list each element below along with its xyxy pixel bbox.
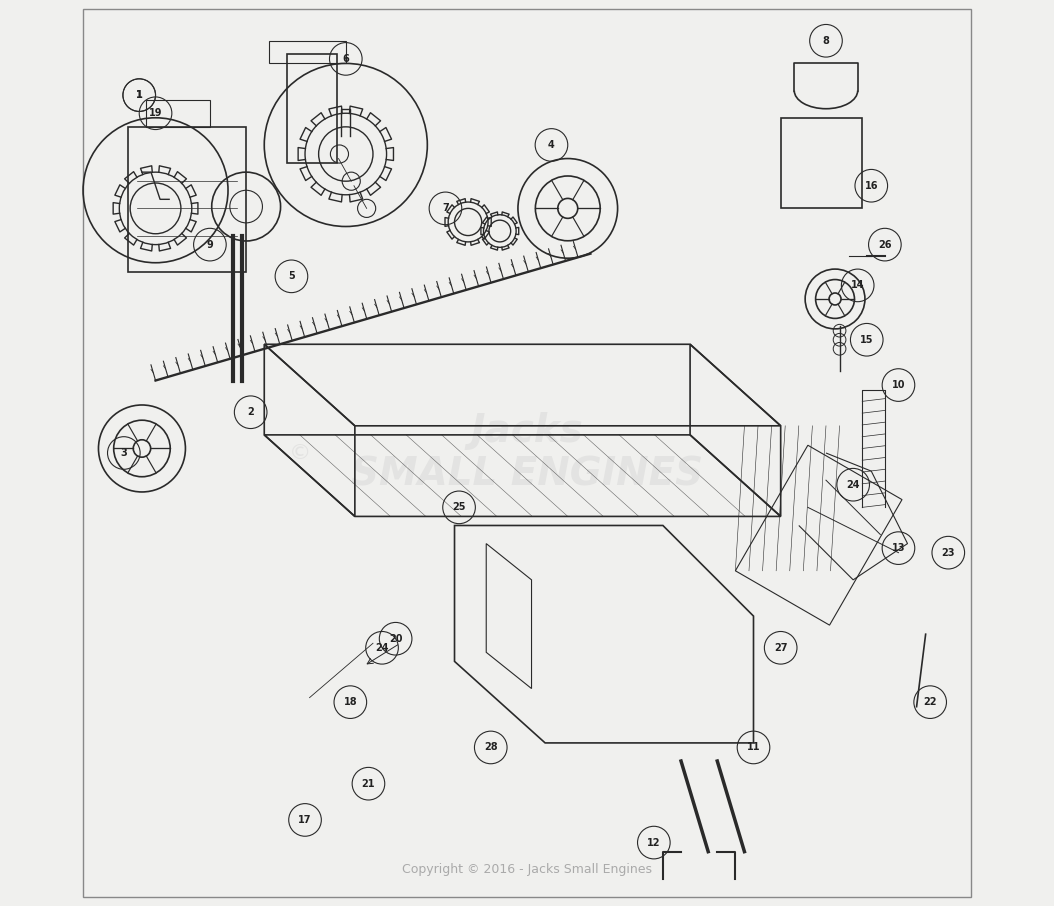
Text: 20: 20	[389, 633, 403, 644]
Text: 13: 13	[892, 543, 905, 554]
Text: ©: ©	[289, 443, 312, 463]
Text: Copyright © 2016 - Jacks Small Engines: Copyright © 2016 - Jacks Small Engines	[402, 863, 652, 876]
Text: 14: 14	[851, 280, 864, 291]
Text: 3: 3	[120, 448, 128, 458]
Text: 26: 26	[878, 239, 892, 250]
Bar	[781, 118, 862, 208]
Text: 2: 2	[248, 407, 254, 418]
Text: 16: 16	[864, 180, 878, 191]
Text: 23: 23	[941, 547, 955, 558]
Text: 21: 21	[362, 778, 375, 789]
Bar	[736, 445, 902, 625]
Text: 15: 15	[860, 334, 874, 345]
Text: 22: 22	[923, 697, 937, 708]
Text: 9: 9	[207, 239, 213, 250]
Text: 10: 10	[892, 380, 905, 390]
Text: 1: 1	[136, 90, 142, 101]
Text: 25: 25	[452, 502, 466, 513]
Text: 17: 17	[298, 814, 312, 825]
Text: 28: 28	[484, 742, 497, 753]
Bar	[269, 41, 346, 63]
Text: 6: 6	[343, 53, 349, 64]
Text: 8: 8	[822, 35, 829, 46]
Text: 19: 19	[149, 108, 162, 119]
Text: 27: 27	[774, 642, 787, 653]
Text: 24: 24	[375, 642, 389, 653]
Text: 5: 5	[288, 271, 295, 282]
Text: 12: 12	[647, 837, 661, 848]
Text: 7: 7	[442, 203, 449, 214]
Text: 11: 11	[746, 742, 760, 753]
Text: Jacks
SMALL ENGINES: Jacks SMALL ENGINES	[351, 412, 703, 494]
Text: 18: 18	[344, 697, 357, 708]
Text: 24: 24	[846, 479, 860, 490]
Text: 1: 1	[136, 90, 142, 101]
Text: 4: 4	[548, 140, 554, 150]
Bar	[287, 54, 336, 163]
